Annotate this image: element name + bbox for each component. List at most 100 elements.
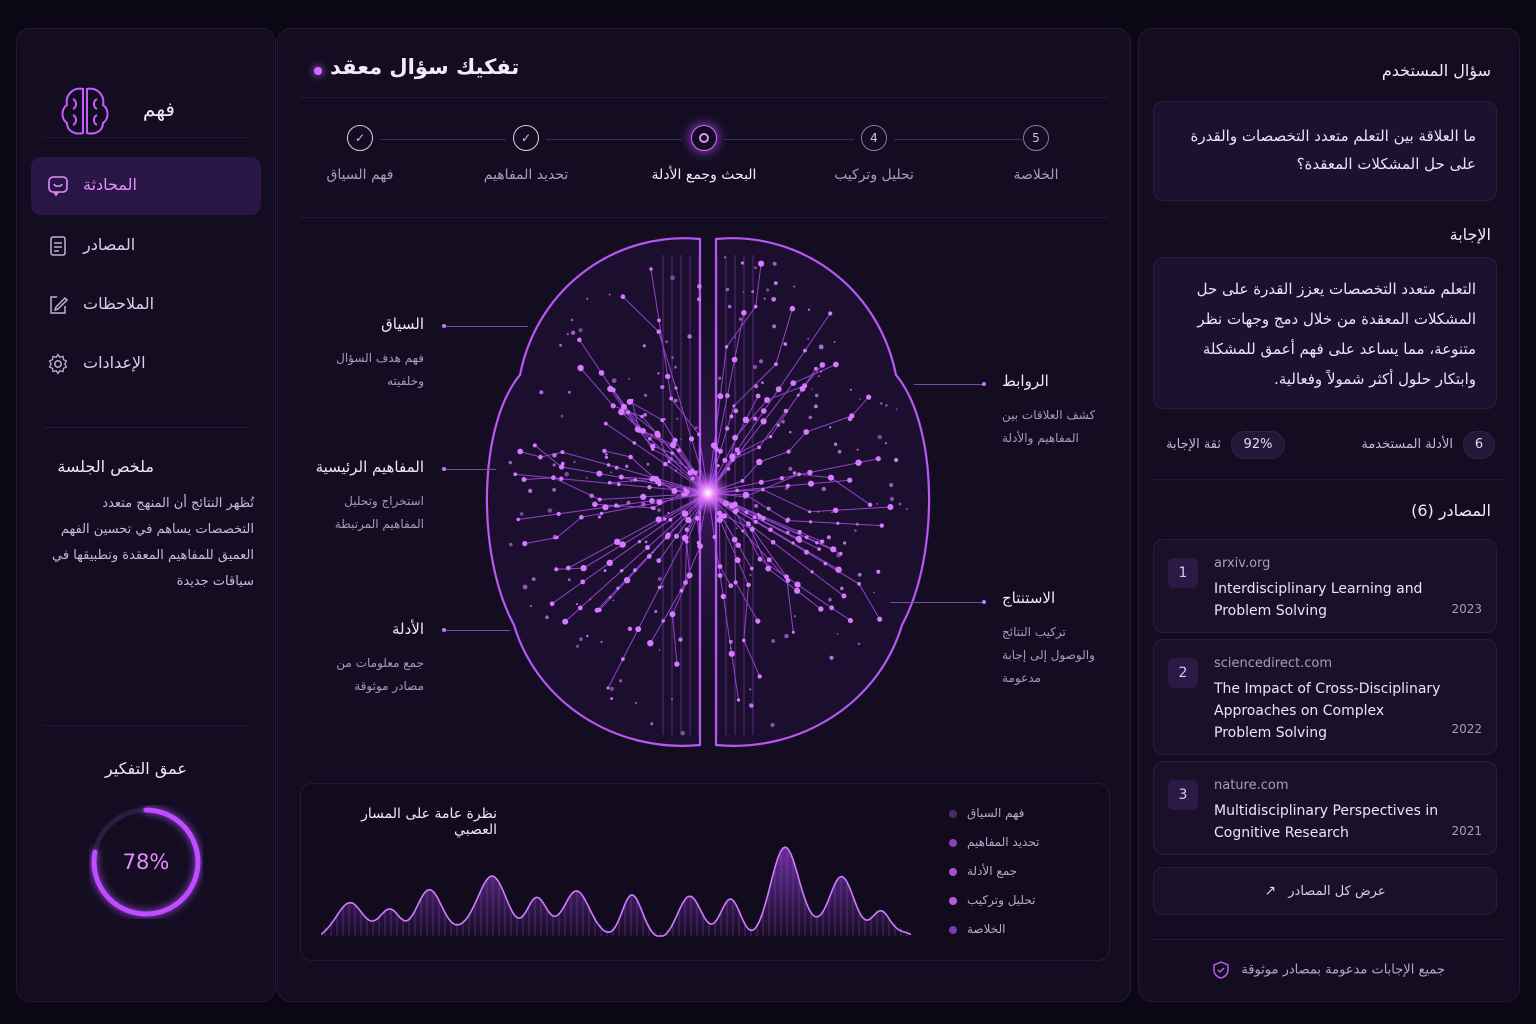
sidebar-item-chat[interactable]: المحادثة xyxy=(31,157,261,215)
label-title: المفاهيم الرئيسية xyxy=(315,458,424,476)
label-desc: تركيب النتائج والوصول إلى إجابة مدعومة xyxy=(1002,625,1095,685)
question-title: سؤال المستخدم xyxy=(1381,61,1491,80)
sidebar-item-settings[interactable]: الإعدادات xyxy=(31,335,261,393)
evidence-count-label: الأدلة المستخدمة xyxy=(1361,437,1453,452)
thinking-depth-title: عمق التفكير xyxy=(105,759,187,778)
sidebar-item-label: المصادر xyxy=(83,235,136,254)
answer-box: التعلم متعدد التخصصات يعزز القدرة على حل… xyxy=(1153,257,1497,409)
label-desc: استخراج وتحليل المفاهيم المرتبطة xyxy=(334,494,424,531)
step-label: تحديد المفاهيم xyxy=(483,167,569,183)
source-domain: nature.com xyxy=(1214,778,1289,793)
external-link-icon: ↗ xyxy=(1264,883,1277,899)
step-number: 5 xyxy=(1023,125,1049,151)
step-connector xyxy=(894,139,1022,140)
source-title: Interdisciplinary Learning and Problem S… xyxy=(1214,581,1423,619)
source-number: 2 xyxy=(1168,658,1198,688)
legend-dot xyxy=(949,810,957,818)
connector-line xyxy=(444,326,528,327)
divider xyxy=(300,217,1108,218)
answer-panel: سؤال المستخدم ما العلاقة بين التعلم متعد… xyxy=(1138,28,1520,1002)
brain-network-visualization xyxy=(478,237,938,747)
step-number: 4 xyxy=(861,125,887,151)
step-2[interactable]: ✓ تحديد المفاهيم xyxy=(446,125,606,183)
source-domain: sciencedirect.com xyxy=(1214,656,1332,671)
label-title: الأدلة xyxy=(391,620,424,638)
brand: فهم xyxy=(45,83,247,143)
label-title: السياق xyxy=(381,315,424,333)
divider xyxy=(1153,939,1505,940)
legend-item: الخلاصة xyxy=(949,922,1089,951)
divider xyxy=(43,137,249,138)
source-domain: arxiv.org xyxy=(1214,556,1271,571)
source-card[interactable]: 1 arxiv.org Interdisciplinary Learning a… xyxy=(1153,539,1497,633)
label-inference: الاستنتاج تركيب النتائج والوصول إلى إجابة… xyxy=(1002,589,1112,690)
thinking-depth-ring xyxy=(91,807,201,917)
sidebar-item-label: الملاحظات xyxy=(83,294,155,313)
connector-line xyxy=(444,469,496,470)
step-connector xyxy=(380,139,506,140)
view-all-sources-button[interactable]: عرض كل المصادر ↗ xyxy=(1153,867,1497,915)
legend-item: فهم السياق xyxy=(949,806,1089,835)
connector-dot xyxy=(442,467,446,471)
source-year: 2021 xyxy=(1451,824,1482,838)
divider xyxy=(43,427,249,428)
step-connector xyxy=(546,139,682,140)
source-card[interactable]: 2 sciencedirect.com The Impact of Cross-… xyxy=(1153,639,1497,755)
title-dot-icon xyxy=(314,67,322,75)
source-card[interactable]: 3 nature.com Multidisciplinary Perspecti… xyxy=(1153,761,1497,855)
legend-dot xyxy=(949,868,957,876)
target-icon xyxy=(691,125,717,151)
label-desc: كشف العلاقات بين المفاهيم والأدلة xyxy=(1002,408,1096,445)
step-1[interactable]: ✓ فهم السياق xyxy=(280,125,440,183)
connector-line xyxy=(890,602,984,603)
label-title: الاستنتاج xyxy=(1002,589,1056,607)
page-title: تفكيك سؤال معقد xyxy=(330,55,520,79)
label-links: الروابط كشف العلاقات بين المفاهيم والأدلة xyxy=(1002,372,1112,450)
confidence-badge: 92% xyxy=(1231,431,1285,459)
app-name: فهم xyxy=(142,97,175,121)
legend-item: جمع الأدلة xyxy=(949,864,1089,893)
sidebar-item-sources[interactable]: المصادر xyxy=(31,217,261,275)
connector-dot xyxy=(442,628,446,632)
divider xyxy=(300,97,1108,98)
step-3[interactable]: البحث وجمع الأدلة xyxy=(624,125,784,183)
source-year: 2022 xyxy=(1451,722,1482,736)
overview-title: نظرة عامة على المسار العصبي xyxy=(361,806,497,838)
answer-title: الإجابة xyxy=(1449,225,1491,244)
divider xyxy=(1153,479,1505,480)
connector-line xyxy=(444,630,510,631)
source-year: 2023 xyxy=(1451,602,1482,616)
neural-path-overview: نظرة عامة على المسار العصبي فهم السياق ت… xyxy=(300,783,1110,961)
connector-dot xyxy=(442,324,446,328)
label-title: الروابط xyxy=(1002,372,1049,390)
gear-icon xyxy=(48,353,68,375)
step-4[interactable]: 4 تحليل وتركيب xyxy=(794,125,954,183)
shield-check-icon xyxy=(1213,961,1229,979)
sidebar-item-label: الإعدادات xyxy=(83,353,146,372)
verified-footer: جميع الإجابات مدعومة بمصادر موثوقة xyxy=(1139,961,1519,979)
legend-item: تحليل وتركيب xyxy=(949,893,1089,922)
neural-path-waveform xyxy=(321,846,911,937)
step-connector xyxy=(724,139,854,140)
step-5[interactable]: 5 الخلاصة xyxy=(956,125,1116,183)
legend-dot xyxy=(949,926,957,934)
legend-dot xyxy=(949,839,957,847)
sidebar-item-label: المحادثة xyxy=(83,175,137,194)
question-text: ما العلاقة بين التعلم متعدد التخصصات وال… xyxy=(1190,127,1476,173)
label-evidence: الأدلة جمع معلومات من مصادر موثوقة xyxy=(328,620,424,698)
step-label: تحليل وتركيب xyxy=(834,167,914,183)
step-label: البحث وجمع الأدلة xyxy=(651,167,757,183)
source-number: 1 xyxy=(1168,558,1198,588)
chat-icon xyxy=(48,176,68,197)
source-title: Multidisciplinary Perspectives in Cognit… xyxy=(1214,803,1439,841)
step-label: فهم السياق xyxy=(326,167,394,183)
sources-title: المصادر (6) xyxy=(1411,501,1491,520)
connector-dot xyxy=(982,382,986,386)
divider xyxy=(43,725,249,726)
session-summary-text: تُظهر النتائج أن المنهج متعدد التخصصات ي… xyxy=(52,496,254,589)
sidebar-item-notes[interactable]: الملاحظات xyxy=(31,276,261,334)
question-box: ما العلاقة بين التعلم متعدد التخصصات وال… xyxy=(1153,101,1497,201)
label-desc: جمع معلومات من مصادر موثوقة xyxy=(336,656,424,693)
main-panel: تفكيك سؤال معقد ✓ فهم السياق ✓ تحديد الم… xyxy=(277,28,1131,1002)
legend-item: تحديد المفاهيم xyxy=(949,835,1089,864)
